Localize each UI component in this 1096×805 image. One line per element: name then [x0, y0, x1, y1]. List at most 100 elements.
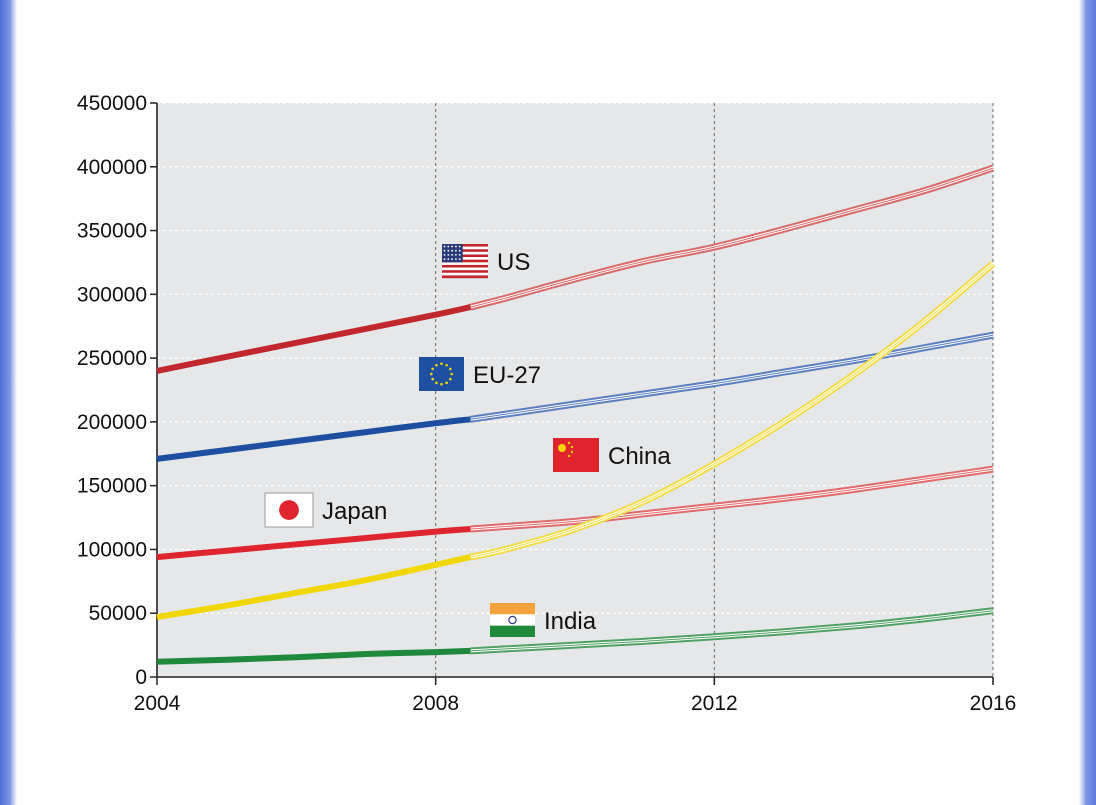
flag-star — [443, 258, 446, 260]
flag-star — [447, 245, 450, 248]
flag-star — [443, 249, 446, 252]
flag-stripe — [442, 244, 488, 247]
china-legend-label: China — [553, 438, 671, 472]
flag-stripe — [442, 275, 488, 279]
flag-star — [567, 454, 571, 458]
india-legend-label: India — [490, 603, 597, 637]
china-flag-icon — [553, 438, 599, 472]
flag-star — [440, 382, 443, 386]
flag-star — [447, 258, 450, 260]
flag-disc — [279, 500, 299, 520]
x-tick-label: 2012 — [691, 692, 738, 715]
flag-star — [570, 450, 574, 454]
y-tick-label: 100000 — [77, 538, 147, 561]
flag-canton — [442, 244, 463, 263]
japan-series-name: Japan — [322, 498, 387, 525]
india-flag-icon — [490, 603, 535, 637]
flag-field — [419, 357, 464, 391]
axes — [150, 102, 994, 685]
flag-star — [445, 363, 448, 367]
flag-star — [449, 377, 452, 381]
flag-stripe — [442, 251, 488, 255]
flag-star — [443, 245, 446, 248]
flag-stripe — [442, 259, 488, 263]
flag-star — [431, 367, 434, 371]
series-labels: US EU-27 China Japan India — [264, 244, 671, 637]
eu-27-projection-center — [470, 334, 994, 420]
flag-star — [430, 372, 433, 376]
flag-star — [447, 254, 450, 256]
flag-star — [455, 245, 457, 248]
flag-star — [458, 254, 461, 256]
flag-star — [440, 362, 443, 366]
china-actual-line — [156, 554, 472, 620]
us-actual-line — [156, 304, 472, 374]
tick-labels: 0 50000 100000 150000 200000 250000 300000 3500… — [77, 92, 1016, 715]
flag-star — [450, 372, 454, 376]
us-flag-icon — [442, 244, 488, 279]
flag-star — [445, 381, 448, 385]
flag-star — [455, 254, 457, 256]
japan-actual-line — [156, 526, 471, 561]
japan-projection-center — [470, 468, 994, 530]
us-legend-label: US — [442, 244, 530, 279]
y-tick-label: 50000 — [89, 602, 147, 625]
flag-stripe — [442, 262, 488, 266]
y-tick-label: 250000 — [77, 347, 147, 370]
flag-stripe — [442, 264, 488, 268]
india-projection-center — [470, 610, 994, 652]
flag-star — [443, 254, 446, 256]
flag-star — [451, 249, 453, 252]
flag-star — [431, 377, 434, 381]
flag-stripe — [442, 270, 488, 273]
japan-flag-icon — [264, 492, 314, 528]
india-actual-line — [156, 647, 471, 665]
x-tick-label: 2008 — [412, 692, 459, 715]
us-series-name: US — [497, 249, 530, 276]
flag-stripe — [442, 272, 488, 276]
plot-background — [157, 103, 993, 677]
x-tick-label: 2016 — [970, 692, 1017, 715]
flag-star — [451, 254, 453, 256]
china-projection-center — [470, 263, 994, 558]
flag-star — [449, 367, 452, 371]
y-tick-label: 300000 — [77, 283, 147, 306]
y-tick-label: 0 — [135, 666, 147, 689]
flag-star — [570, 445, 574, 449]
eu-27-actual-line — [156, 416, 471, 462]
x-tick-label: 2004 — [134, 692, 181, 715]
y-tick-label: 350000 — [77, 220, 147, 243]
flag-stripe — [490, 603, 535, 615]
flag-star — [455, 258, 457, 260]
eu-27-legend-label: EU-27 — [419, 357, 541, 391]
flag-stripe — [490, 625, 535, 637]
flag-field — [553, 438, 599, 472]
flag-star — [451, 258, 453, 260]
series-lines — [156, 164, 996, 665]
china-series-name: China — [608, 443, 671, 470]
flag-star — [455, 249, 457, 252]
flag-stripe — [442, 267, 488, 271]
eu-flag-icon — [419, 357, 464, 391]
y-tick-label: 200000 — [77, 411, 147, 434]
flag-star — [458, 249, 461, 252]
y-tick-label: 400000 — [77, 156, 147, 179]
y-tick-label: 150000 — [77, 475, 147, 498]
flag-star — [567, 441, 571, 445]
flag-star — [435, 381, 438, 385]
eu-27-series-name: EU-27 — [473, 362, 541, 389]
flag-star — [451, 245, 453, 248]
flag-star — [435, 363, 438, 367]
flag-stripe — [442, 246, 488, 250]
flag-stripe — [490, 614, 535, 626]
india-series-name: India — [544, 608, 597, 635]
us-projection-center — [470, 167, 994, 308]
y-tick-label: 450000 — [77, 92, 147, 115]
flag-star — [558, 444, 566, 452]
flag-stripe — [442, 249, 488, 253]
flag-wheel — [508, 615, 517, 625]
flag-stripe — [442, 257, 488, 260]
flag-star — [458, 245, 461, 248]
